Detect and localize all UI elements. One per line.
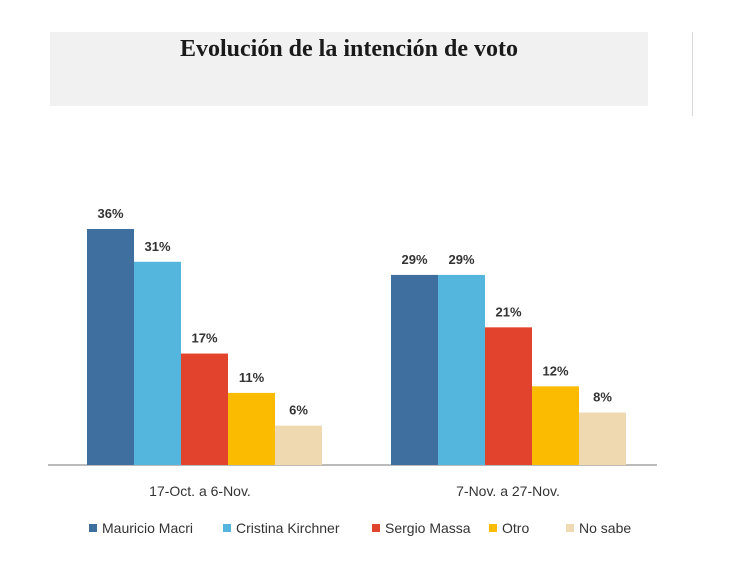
legend-label: Sergio Massa [385, 520, 471, 536]
data-label: 12% [542, 363, 568, 378]
bar [391, 274, 438, 465]
bar [532, 386, 579, 465]
bar [438, 274, 485, 465]
data-label: 11% [239, 370, 265, 385]
bar [275, 425, 322, 465]
bar [579, 412, 626, 465]
legend-label: No sabe [579, 520, 631, 536]
data-label: 31% [144, 239, 170, 254]
legend-swatch [566, 524, 574, 532]
divider [692, 32, 693, 116]
chart-title: Evolución de la intención de voto [179, 36, 519, 62]
legend-swatch [489, 524, 497, 532]
legend-label: Otro [502, 520, 529, 536]
data-label: 29% [448, 252, 474, 267]
data-label: 17% [191, 331, 217, 346]
bar [181, 353, 228, 465]
category-label: 17-Oct. a 6-Nov. [149, 483, 251, 499]
bar [228, 392, 275, 465]
data-label: 36% [97, 206, 123, 221]
category-label: 7-Nov. a 27-Nov. [456, 483, 560, 499]
bar [87, 229, 134, 465]
legend-label: Mauricio Macri [102, 520, 193, 536]
data-label: 6% [289, 403, 308, 418]
data-label: 29% [401, 252, 427, 267]
legend-swatch [89, 524, 97, 532]
legend-swatch [223, 524, 231, 532]
legend-swatch [372, 524, 380, 532]
bar [134, 261, 181, 465]
title-band [50, 32, 648, 106]
data-label: 21% [495, 304, 521, 319]
data-label: 8% [593, 390, 612, 405]
bar [485, 327, 532, 465]
legend-label: Cristina Kirchner [236, 520, 340, 536]
